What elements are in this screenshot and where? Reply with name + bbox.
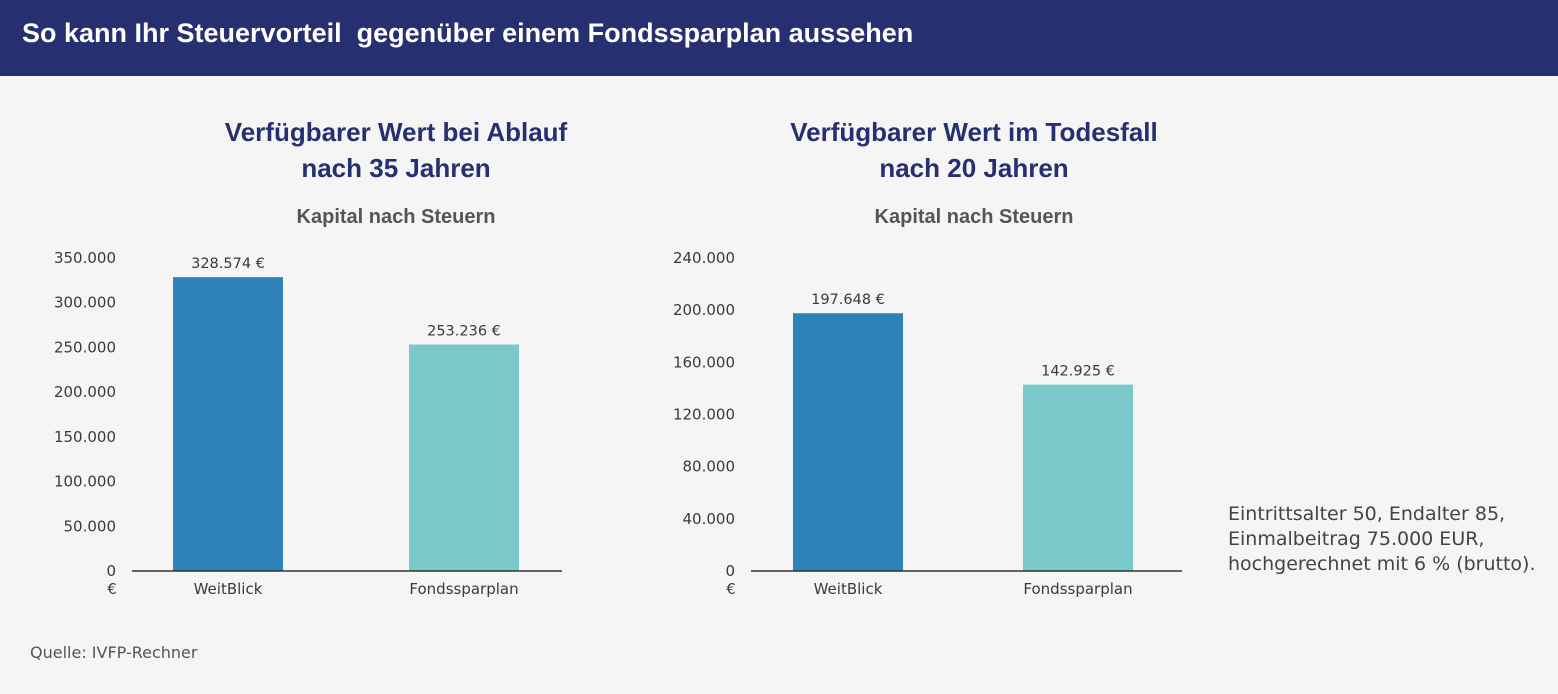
chart-2-category-label: WeitBlick	[814, 580, 883, 598]
chart-2-y-unit-label: €	[726, 580, 736, 598]
chart-1-category-label: WeitBlick	[194, 580, 263, 598]
chart-2-y-tick-label: 240.000	[673, 249, 735, 267]
chart-1-y-tick-label: 150.000	[54, 428, 116, 446]
chart-2-y-tick-label: 160.000	[673, 353, 735, 371]
page-title: So kann Ihr Steuervorteil gegenüber eine…	[22, 18, 914, 48]
chart-1-data-label: 253.236 €	[427, 324, 501, 340]
chart-1-y-unit-label: €	[107, 580, 117, 598]
chart-1-y-tick-label: 350.000	[54, 249, 116, 267]
chart-2-data-label: 142.925 €	[1041, 364, 1115, 380]
note-line-3: hochgerechnet mit 6 % (brutto).	[1228, 553, 1536, 575]
chart-2-bar-fondssparplan	[1023, 384, 1133, 571]
note-line-1: Eintrittsalter 50, Endalter 85,	[1228, 503, 1506, 525]
chart-2-y-tick-label: 120.000	[673, 406, 735, 424]
chart-2-data-label: 197.648 €	[811, 292, 885, 308]
chart-2-subtitle: Kapital nach Steuern	[874, 206, 1074, 228]
chart-1-y-tick-label: 50.000	[64, 517, 117, 535]
chart-1-title-line-2: nach 35 Jahren	[301, 153, 491, 183]
chart-1-y-tick-label: 100.000	[54, 473, 116, 491]
chart-2-title: Verfügbarer Wert im Todesfall nach 20 Ja…	[724, 114, 1224, 186]
chart-2-title-line-1: Verfügbarer Wert im Todesfall	[790, 117, 1158, 147]
chart-1-title-line-1: Verfügbarer Wert bei Ablauf	[224, 117, 568, 147]
note-line-2: Einmalbeitrag 75.000 EUR,	[1228, 528, 1485, 550]
assumptions-note: Eintrittsalter 50, Endalter 85, Einmalbe…	[1228, 502, 1548, 577]
chart-2-y-tick-label: 0	[725, 562, 735, 580]
header-bar: So kann Ihr Steuervorteil gegenüber eine…	[0, 0, 1558, 76]
source-note: Quelle: IVFP-Rechner	[30, 643, 198, 662]
chart-2-title-line-2: nach 20 Jahren	[879, 153, 1069, 183]
chart-1-data-label: 328.574 €	[191, 256, 265, 272]
chart-2-category-label: Fondssparplan	[1023, 580, 1132, 598]
chart-2-bar-weitblick	[793, 313, 903, 571]
chart-1-y-tick-label: 250.000	[54, 338, 116, 356]
chart-2-y-tick-label: 40.000	[683, 510, 736, 528]
chart-2-y-tick-label: 80.000	[683, 458, 736, 476]
chart-1-subtitle: Kapital nach Steuern	[296, 206, 496, 228]
chart-1-category-label: Fondssparplan	[409, 580, 518, 598]
chart-1-y-tick-label: 0	[106, 562, 116, 580]
chart-1-bar-fondssparplan	[409, 344, 519, 571]
chart-1-y-tick-label: 200.000	[54, 383, 116, 401]
chart-2-y-tick-label: 200.000	[673, 301, 735, 319]
chart-1-y-tick-label: 300.000	[54, 294, 116, 312]
chart-1-title: Verfügbarer Wert bei Ablauf nach 35 Jahr…	[146, 114, 646, 186]
chart-1-bar-weitblick	[173, 277, 283, 571]
